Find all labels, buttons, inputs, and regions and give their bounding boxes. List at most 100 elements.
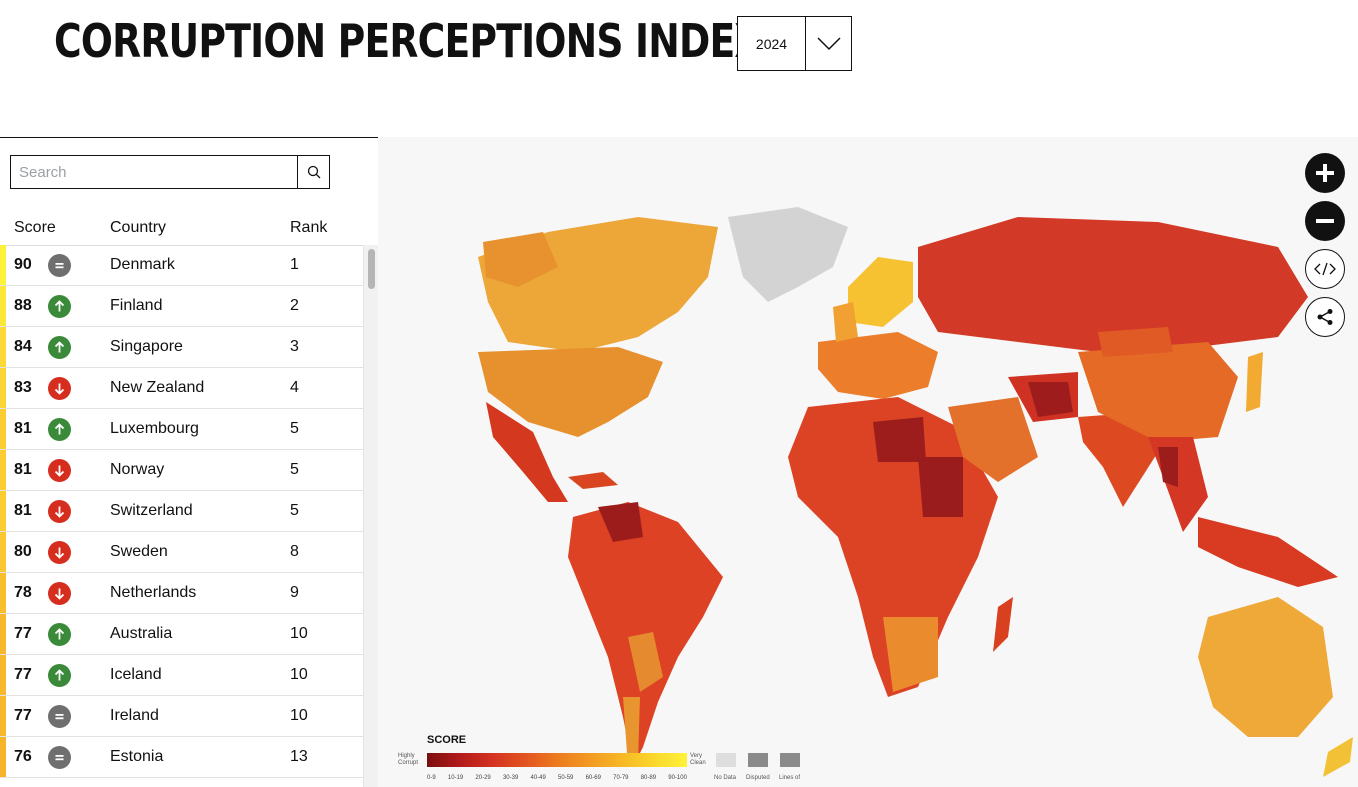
country-name: Norway xyxy=(110,461,165,478)
equal-icon xyxy=(48,705,71,728)
rank-value: 9 xyxy=(290,584,299,601)
rank-value: 2 xyxy=(290,297,299,314)
rank-value: 5 xyxy=(290,461,299,478)
legend-tick-label: 60-69 xyxy=(585,775,601,781)
score-column-header[interactable]: Score xyxy=(14,218,56,236)
score-color-bar xyxy=(0,327,6,367)
country-name: Sweden xyxy=(110,543,168,560)
arrow-down-icon xyxy=(48,500,71,523)
year-value: 2024 xyxy=(755,35,788,52)
rank-value: 4 xyxy=(290,379,299,396)
legend-ticks: 0-9 10-19 20-29 30-39 40-49 50-59 60-69 70-79 80… xyxy=(427,775,687,781)
arrow-up-icon xyxy=(48,336,71,359)
score-color-bar xyxy=(0,737,6,777)
score-value: 77 xyxy=(14,625,32,642)
page-title: CORRUPTION PERCEPTIONS INDEX xyxy=(54,14,764,68)
search-icon xyxy=(307,165,320,179)
table-row[interactable]: 81 Luxembourg 5 xyxy=(0,409,363,450)
country-name: Luxembourg xyxy=(110,420,199,437)
score-color-bar xyxy=(0,286,6,326)
equal-icon xyxy=(48,746,71,769)
search-button[interactable] xyxy=(297,156,329,188)
search-input[interactable] xyxy=(11,156,297,188)
search-box xyxy=(10,155,330,189)
rank-value: 8 xyxy=(290,543,299,560)
map-canvas xyxy=(478,207,1353,777)
rank-value: 10 xyxy=(290,666,308,683)
arrow-down-icon xyxy=(48,377,71,400)
rank-column-header[interactable]: Rank xyxy=(290,218,328,236)
legend-gradient xyxy=(427,753,687,767)
arrow-up-icon xyxy=(48,418,71,441)
country-list: 90 Denmark 1 88 Finland 2 84 Singapore 3 83 New Ze… xyxy=(0,245,363,787)
score-value: 81 xyxy=(14,461,32,478)
disputed-swatch xyxy=(748,753,768,767)
score-legend: SCORE Highly Corrupt Very Clean 0-9 10-19… xyxy=(398,731,818,787)
table-row[interactable]: 80 Sweden 8 xyxy=(0,532,363,573)
year-dropdown[interactable]: 2024 xyxy=(737,16,852,71)
score-value: 80 xyxy=(14,543,32,560)
legend-tick-label: 70-79 xyxy=(613,775,629,781)
score-value: 77 xyxy=(14,666,32,683)
ranking-panel: Score Country Rank 90Denmark188Finland28… xyxy=(0,137,378,787)
country-name: New Zealand xyxy=(110,379,205,396)
rank-value: 5 xyxy=(290,420,299,437)
arrow-down-icon xyxy=(48,459,71,482)
table-row[interactable]: 78 Netherlands 9 xyxy=(0,573,363,614)
score-value: 78 xyxy=(14,584,32,601)
share-icon xyxy=(1317,309,1333,325)
table-row[interactable]: 77 Ireland 10 xyxy=(0,696,363,737)
embed-button[interactable] xyxy=(1305,249,1345,289)
legend-tick-label: 0-9 xyxy=(427,775,436,781)
table-row[interactable]: 84 Singapore 3 xyxy=(0,327,363,368)
country-name: Iceland xyxy=(110,666,162,683)
legend-tick-label: 30-39 xyxy=(502,775,519,781)
table-row[interactable]: 77 Australia 10 xyxy=(0,614,363,655)
table-row[interactable]: 76 Estonia 13 xyxy=(0,737,363,778)
country-name: Ireland xyxy=(110,707,159,724)
legend-tick-label: 40-49 xyxy=(530,775,546,781)
lines-of-control-swatch xyxy=(780,753,800,767)
legend-tick-label: 20-29 xyxy=(475,775,491,781)
no-data-label: No Data xyxy=(714,775,737,781)
score-value: 88 xyxy=(14,297,32,314)
legend-tick-label: 90-100 xyxy=(668,775,687,781)
score-value: 81 xyxy=(14,420,32,437)
arrow-down-icon xyxy=(48,582,71,605)
zoom-out-button[interactable] xyxy=(1305,201,1345,241)
table-row[interactable]: 81 Switzerland 5 xyxy=(0,491,363,532)
score-color-bar xyxy=(0,614,6,654)
world-map[interactable]: SCORE Highly Corrupt Very Clean 0-9 10-19… xyxy=(378,137,1358,787)
table-row[interactable]: 77 Iceland 10 xyxy=(0,655,363,696)
score-value: 76 xyxy=(14,748,32,765)
country-name: Singapore xyxy=(110,338,183,355)
scrollbar-thumb[interactable] xyxy=(368,249,375,289)
country-name: Netherlands xyxy=(110,584,197,601)
minus-icon xyxy=(1316,219,1334,223)
rank-value: 10 xyxy=(290,625,308,642)
table-row[interactable]: 81 Norway 5 xyxy=(0,450,363,491)
arrow-up-icon xyxy=(48,623,71,646)
country-name: Estonia xyxy=(110,748,164,765)
zoom-in-button[interactable] xyxy=(1305,153,1345,193)
country-column-header[interactable]: Country xyxy=(110,218,167,236)
country-name: Australia xyxy=(110,625,173,642)
legend-title: SCORE xyxy=(427,734,467,746)
score-color-bar xyxy=(0,368,6,408)
country-name: Finland xyxy=(110,297,163,314)
table-row[interactable]: 88 Finland 2 xyxy=(0,286,363,327)
no-data-swatch xyxy=(716,753,736,767)
table-row[interactable]: 83 New Zealand 4 xyxy=(0,368,363,409)
score-color-bar xyxy=(0,245,6,285)
list-scrollbar[interactable] xyxy=(363,245,378,787)
country-name: Denmark xyxy=(110,256,175,273)
disputed-label: Disputed xyxy=(746,775,770,781)
table-row[interactable]: 90 Denmark 1 xyxy=(0,245,363,286)
legend-tick-label: 80-89 xyxy=(640,775,657,781)
arrow-up-icon xyxy=(48,295,71,318)
arrow-down-icon xyxy=(48,541,71,564)
share-button[interactable] xyxy=(1305,297,1345,337)
plus-icon xyxy=(1316,164,1334,182)
legend-tick-label: 10-19 xyxy=(447,775,464,781)
chevron-down-icon[interactable] xyxy=(805,17,851,70)
